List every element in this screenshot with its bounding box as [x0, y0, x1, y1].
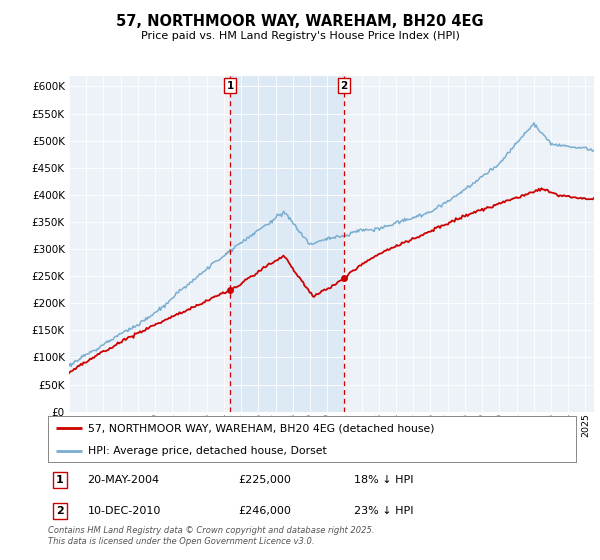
Text: 1: 1 — [227, 81, 234, 91]
Text: HPI: Average price, detached house, Dorset: HPI: Average price, detached house, Dors… — [88, 446, 326, 455]
Text: 10-DEC-2010: 10-DEC-2010 — [88, 506, 161, 516]
Text: 18% ↓ HPI: 18% ↓ HPI — [354, 475, 414, 485]
Text: £225,000: £225,000 — [238, 475, 291, 485]
Text: 23% ↓ HPI: 23% ↓ HPI — [354, 506, 414, 516]
Text: Contains HM Land Registry data © Crown copyright and database right 2025.
This d: Contains HM Land Registry data © Crown c… — [48, 526, 374, 546]
Text: 20-MAY-2004: 20-MAY-2004 — [88, 475, 160, 485]
Text: 2: 2 — [340, 81, 347, 91]
Text: £246,000: £246,000 — [238, 506, 291, 516]
Text: 57, NORTHMOOR WAY, WAREHAM, BH20 4EG (detached house): 57, NORTHMOOR WAY, WAREHAM, BH20 4EG (de… — [88, 423, 434, 433]
Text: 57, NORTHMOOR WAY, WAREHAM, BH20 4EG: 57, NORTHMOOR WAY, WAREHAM, BH20 4EG — [116, 14, 484, 29]
Text: Price paid vs. HM Land Registry's House Price Index (HPI): Price paid vs. HM Land Registry's House … — [140, 31, 460, 41]
Text: 1: 1 — [56, 475, 64, 485]
Bar — [230, 76, 344, 412]
Text: 2: 2 — [56, 506, 64, 516]
